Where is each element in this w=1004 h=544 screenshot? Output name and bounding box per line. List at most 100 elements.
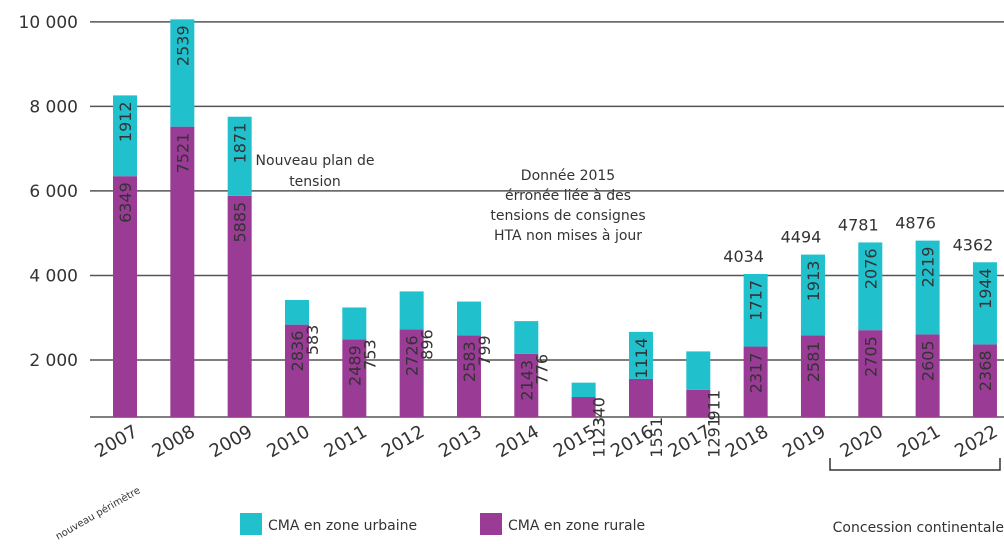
total-label: 4876 [895,214,936,233]
value-label: 1717 [747,280,766,321]
value-label: 911 [704,390,723,421]
bracket [829,458,1001,471]
bar-segment [972,262,997,345]
annotation: Donnée 2015 [521,168,615,184]
value-label: 5885 [231,202,250,243]
bar-segment [858,242,883,331]
value-label: 1291 [704,417,723,458]
bar-segment [284,299,309,325]
bar-segment [800,254,825,336]
value-label: 753 [360,339,379,370]
bar-segment [915,334,940,417]
bar-segment [972,344,997,417]
x-tick-label: 2010 [263,421,313,462]
bar-segment [571,397,596,417]
y-tick-label: 10 000 [19,13,78,33]
x-tick-label: 2012 [378,421,428,462]
y-tick-label: 6 000 [29,182,78,202]
x-tick-label: 2007 [91,421,141,462]
value-label: 2143 [517,360,536,401]
y-tick-label: 4 000 [29,266,78,286]
x-tick-label: 2008 [149,421,199,462]
bar-segment [170,19,195,127]
annotation: Nouveau plan de [256,153,375,169]
annotation: HTA non mises à jour [494,228,642,244]
bar-segment [743,274,768,347]
legend-label: CMA en zone rurale [508,518,645,534]
x-tick-label: 2020 [837,421,887,462]
value-label: 6349 [116,182,135,223]
bar-segment [113,176,137,417]
value-label: 2726 [403,335,422,376]
value-label: 2836 [288,331,307,372]
bar-segment [399,329,424,417]
value-label: 1123 [590,417,609,458]
x-tick-label: 2019 [779,421,829,462]
annotation: nouveau périmètre [54,484,143,542]
x-tick-label: 2013 [435,421,485,462]
bar-segment [170,126,195,418]
bar-segment [514,321,539,354]
value-label: 2368 [976,350,995,391]
y-tick-label: 8 000 [29,97,78,117]
value-label: 2317 [747,353,766,394]
value-label: 896 [418,329,437,360]
total-label: 4781 [838,215,879,234]
annotation: tension [289,174,341,190]
value-label: 2583 [460,341,479,382]
bar-segment [743,346,768,417]
value-label: 583 [303,325,322,356]
bar-segment [342,339,367,417]
annotation: Concession continentale [833,520,1004,536]
value-label: 1912 [116,101,135,142]
value-label: 1114 [632,338,651,379]
bar-segment [113,95,137,177]
bar-segment [800,335,825,417]
annotation: érronée liée à des [505,188,631,204]
total-label: 4034 [723,247,764,266]
x-tick-label: 2018 [722,421,772,462]
value-label: 2076 [861,248,880,289]
value-label: 1913 [804,261,823,302]
x-tick-label: 2014 [493,421,543,462]
value-label: 1871 [231,123,250,164]
bar-segment [456,335,481,417]
bar-segment [915,240,940,335]
bar-segment [628,378,653,417]
total-label: 4494 [781,228,822,247]
bar-segment [227,116,252,196]
bar-segment [858,330,883,417]
x-tick-label: 2011 [321,421,371,462]
legend-label: CMA en zone urbaine [268,518,417,534]
value-label: 776 [532,354,551,385]
bar-segment [686,351,711,390]
bar-segment [456,301,481,336]
x-tick-label: 2009 [206,421,256,462]
bar-segment [571,382,596,398]
bar-segment [284,324,309,417]
total-label: 4362 [953,235,994,254]
value-label: 2605 [919,340,938,381]
bar-segment [628,331,653,379]
bar-segment [227,195,252,417]
value-label: 799 [475,335,494,366]
annotation: tensions de consignes [490,208,645,224]
bar-segment [399,291,424,330]
value-label: 340 [590,397,609,428]
value-label: 1551 [647,417,666,458]
value-label: 2219 [919,247,938,288]
x-tick-label: 2021 [894,421,944,462]
bar-segment [342,307,367,340]
bar-segment [514,353,539,417]
legend-swatch [240,513,262,535]
legend-swatch [480,513,502,535]
value-label: 2581 [804,341,823,382]
bar-segment [686,389,711,417]
value-label: 2705 [861,336,880,377]
value-label: 1944 [976,268,995,309]
y-tick-label: 2 000 [29,351,78,371]
x-tick-label: 2022 [951,421,1001,462]
value-label: 2539 [173,25,192,66]
value-label: 7521 [173,133,192,174]
